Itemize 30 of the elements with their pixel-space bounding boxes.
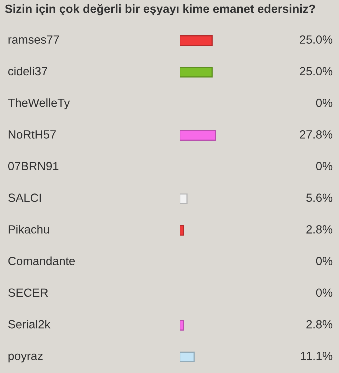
chart-title: Sizin için çok değerli bir eşyayı kime emanet edersiniz? (5, 4, 316, 16)
data-label: 0% (316, 288, 333, 298)
data-label: 0% (316, 257, 333, 266)
bar (180, 36, 213, 46)
y-tick-label: 07BRN91 (8, 162, 59, 171)
y-tick-label: poyraz (8, 354, 43, 363)
y-tick-label: Serial2k (8, 320, 51, 329)
y-tick-label: ramses77 (8, 36, 60, 44)
y-tick-label: SALCI (8, 194, 42, 202)
y-tick-label: TheWelleTy (8, 98, 70, 110)
data-label: 27.8% (300, 130, 333, 139)
y-tick-label: cideli37 (8, 66, 48, 76)
data-label: 25.0% (300, 36, 333, 44)
data-label: 11.1% (301, 352, 333, 360)
data-label: 0% (316, 162, 333, 171)
y-tick-label: Pikachu (8, 225, 50, 234)
data-label: 0% (316, 98, 333, 108)
y-tick-label: Comandante (8, 256, 76, 266)
bar (180, 130, 216, 142)
bar (180, 225, 184, 236)
y-tick-label: SECER (8, 288, 48, 298)
data-label: 5.6% (306, 194, 333, 202)
y-tick-label: NoRtH57 (8, 130, 56, 139)
bar (180, 194, 188, 204)
bar (180, 352, 195, 362)
data-label: 2.8% (306, 225, 333, 234)
bar (180, 67, 213, 78)
bar (180, 320, 184, 331)
data-label: 25.0% (300, 67, 333, 76)
data-label: 2.8% (306, 320, 333, 329)
